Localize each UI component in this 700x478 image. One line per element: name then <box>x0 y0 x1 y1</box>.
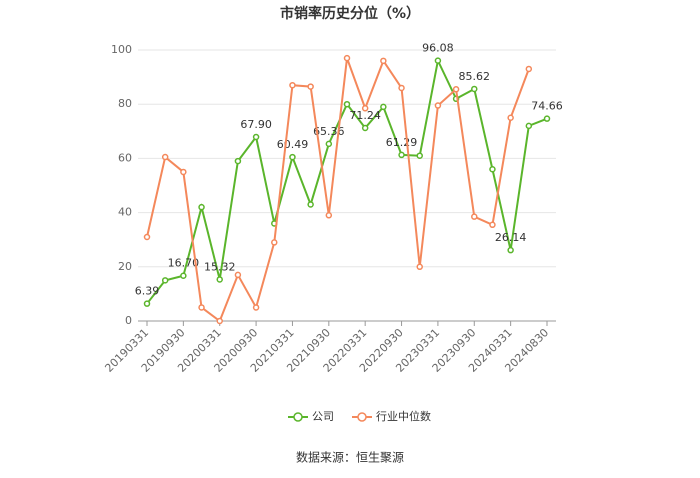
y-tick-label: 40 <box>118 206 132 219</box>
data-label: 16.70 <box>168 257 200 270</box>
data-label: 65.36 <box>313 125 345 138</box>
data-label: 60.49 <box>277 138 309 151</box>
legend-label: 行业中位数 <box>376 409 431 423</box>
data-point <box>252 304 260 311</box>
data-point <box>452 86 460 93</box>
data-point <box>180 272 187 279</box>
data-point <box>525 122 533 130</box>
data-point <box>489 165 496 173</box>
data-label: 61.29 <box>386 136 418 149</box>
data-label: 67.90 <box>240 118 272 131</box>
y-tick-label: 0 <box>125 314 132 327</box>
data-point <box>416 152 423 159</box>
data-point <box>216 276 223 283</box>
data-point <box>161 277 169 284</box>
data-point <box>143 300 151 307</box>
data-point <box>271 239 278 246</box>
data-point <box>398 151 405 159</box>
data-point <box>198 304 205 311</box>
y-tick-label: 100 <box>111 43 132 56</box>
data-point <box>489 221 496 229</box>
data-point <box>289 153 296 161</box>
data-point <box>161 153 169 161</box>
data-label: 71.24 <box>349 109 381 122</box>
y-tick-label: 60 <box>118 151 132 164</box>
data-label: 26.14 <box>495 231 527 244</box>
y-tick-label: 20 <box>118 260 132 273</box>
data-point <box>343 100 351 108</box>
legend-marker <box>293 412 303 422</box>
data-point <box>289 81 296 89</box>
data-point <box>343 54 351 62</box>
data-point <box>234 157 242 165</box>
data-point <box>252 133 260 141</box>
y-tick-label: 80 <box>118 97 132 110</box>
data-label: 74.66 <box>531 100 563 113</box>
data-point <box>507 114 514 121</box>
chart-title: 市销率历史分位（%） <box>280 5 420 22</box>
data-point <box>543 115 551 122</box>
data-point <box>434 57 442 64</box>
legend-marker <box>357 412 367 422</box>
data-point <box>525 65 533 73</box>
data-point <box>307 201 314 208</box>
data-label: 6.39 <box>135 285 160 298</box>
data-point <box>216 317 223 325</box>
data-point <box>198 203 205 211</box>
data-point <box>361 105 369 112</box>
data-point <box>307 83 314 90</box>
data-point <box>234 271 242 279</box>
series-line <box>146 57 530 323</box>
data-point <box>325 140 333 148</box>
data-point <box>143 233 151 241</box>
data-label: 96.08 <box>422 42 454 55</box>
data-point <box>361 124 369 132</box>
data-point <box>380 57 387 65</box>
data-point <box>325 212 333 219</box>
source: 数据来源：恒生聚源 <box>296 450 404 465</box>
data-label: 15.32 <box>204 260 236 273</box>
data-point <box>471 213 478 220</box>
data-point <box>434 102 442 109</box>
legend-label: 公司 <box>312 410 334 423</box>
data-point <box>180 168 187 176</box>
data-point <box>380 103 387 111</box>
data-label: 85.62 <box>459 70 491 83</box>
data-point <box>398 84 405 92</box>
data-point <box>416 263 423 271</box>
data-point <box>471 85 478 93</box>
data-point <box>507 246 514 254</box>
